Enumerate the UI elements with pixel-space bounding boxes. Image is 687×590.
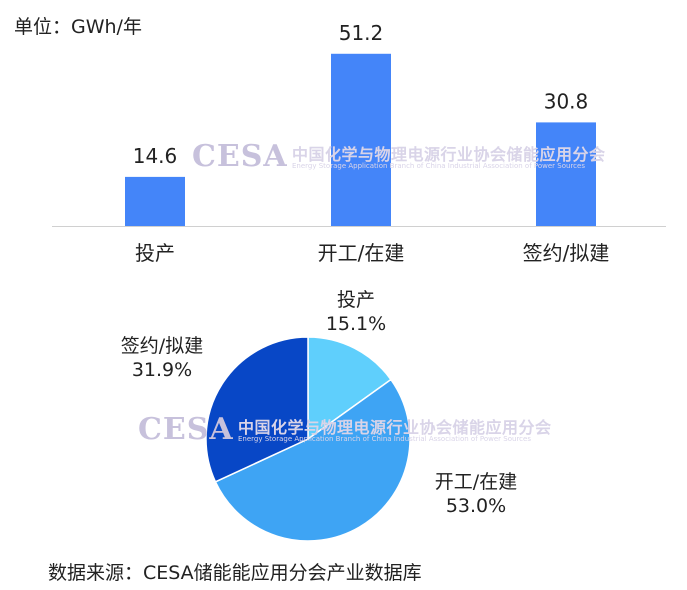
- pie-label-pct: 53.0%: [445, 495, 507, 517]
- pie-label-under-construction: 开工/在建 53.0%: [416, 470, 536, 518]
- pie-slice-0: [307, 336, 392, 441]
- watermark-logo: CESA: [192, 139, 288, 174]
- watermark-en: Energy Storage Application Branch of Chi…: [292, 162, 585, 170]
- bar-0: [125, 176, 185, 226]
- bar-value-label-1: 51.2: [339, 21, 384, 45]
- watermark-logo: CESA: [138, 412, 234, 447]
- data-source: 数据来源：CESA储能能应用分会产业数据库: [48, 562, 422, 584]
- pie-label-name: 开工/在建: [434, 471, 518, 493]
- pie-label-signed: 签约/拟建 31.9%: [100, 334, 224, 382]
- pie-label-operational: 投产 15.1%: [316, 288, 396, 336]
- pie-slice-1: [214, 378, 411, 542]
- x-tick-label-0: 投产: [135, 241, 175, 265]
- bar-chart: 14.6 投产 51.2 开工/在建 30.8 签约/拟建: [52, 21, 666, 265]
- pie-label-name: 投产: [336, 289, 375, 311]
- pie-slice-2: [205, 336, 309, 483]
- pie-label-name: 签约/拟建: [120, 335, 204, 357]
- pie-label-pct: 31.9%: [131, 359, 193, 381]
- watermark-en: Energy Storage Application Branch of Chi…: [238, 435, 531, 443]
- unit-label: 单位：GWh/年: [14, 16, 142, 38]
- bar-2: [536, 122, 596, 226]
- bar-value-label-2: 30.8: [544, 89, 589, 113]
- x-tick-label-2: 签约/拟建: [523, 241, 610, 265]
- bar-value-label-0: 14.6: [133, 144, 178, 168]
- pie-label-pct: 15.1%: [325, 313, 387, 335]
- bar-1: [331, 53, 391, 227]
- watermark-cn: 中国化学与物理电源行业协会储能应用分会: [238, 418, 552, 437]
- x-tick-label-1: 开工/在建: [318, 241, 405, 265]
- watermark-cn: 中国化学与物理电源行业协会储能应用分会: [292, 145, 606, 164]
